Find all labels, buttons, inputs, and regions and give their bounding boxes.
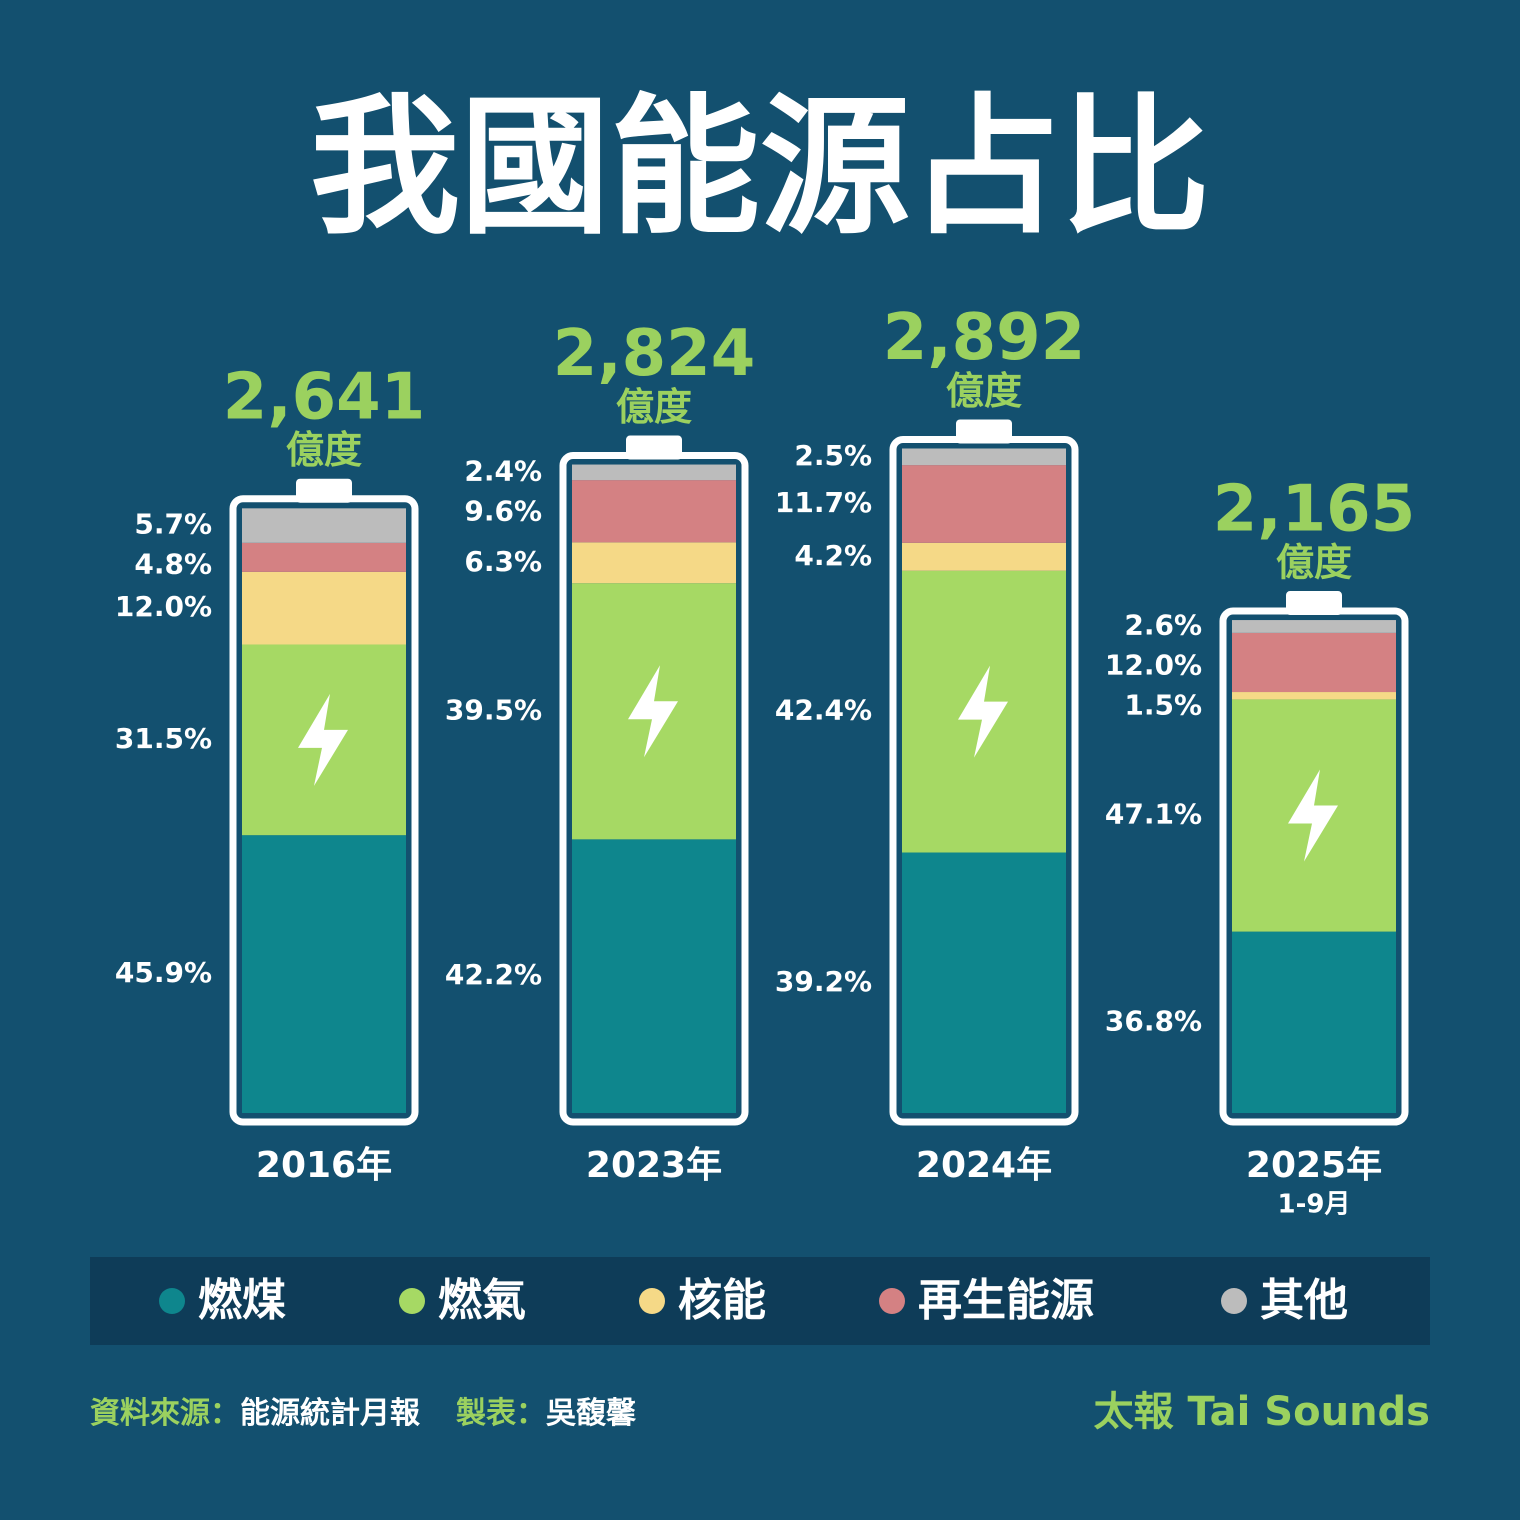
value-label: 36.8%: [1105, 1004, 1202, 1037]
total-label: 2,824: [553, 317, 755, 391]
source-label: 資料來源：能源統計月報 製表：吳馥馨: [90, 1396, 637, 1431]
legend-label: 燃氣: [438, 1275, 526, 1326]
battery-segment: [572, 480, 736, 543]
legend-swatch: [879, 1288, 905, 1314]
value-label: 2.4%: [464, 454, 542, 487]
battery-segment: [902, 542, 1066, 571]
battery-segment: [242, 508, 406, 543]
legend-label: 核能: [678, 1275, 766, 1326]
value-label: 11.7%: [775, 486, 872, 519]
battery-cap: [1286, 591, 1342, 616]
value-label: 42.2%: [445, 958, 542, 991]
total-label: 2,165: [1213, 473, 1415, 547]
chart-title: 我國能源占比: [310, 81, 1210, 255]
battery-segment: [902, 465, 1066, 543]
battery-cap: [626, 435, 682, 460]
battery-segment: [572, 542, 736, 584]
battery-cap: [956, 419, 1012, 444]
legend-label: 其他: [1260, 1275, 1348, 1326]
value-label: 39.5%: [445, 693, 542, 726]
value-label: 9.6%: [464, 494, 542, 527]
battery-segment: [572, 839, 736, 1113]
category-label: 2023年: [586, 1145, 722, 1186]
legend-swatch: [639, 1288, 665, 1314]
battery-segment: [242, 835, 406, 1113]
value-label: 2.6%: [1124, 608, 1202, 641]
battery-segment: [1232, 632, 1396, 693]
value-label: 45.9%: [115, 956, 212, 989]
category-label: 2016年: [256, 1145, 392, 1186]
category-label: 2024年: [916, 1145, 1052, 1186]
battery-segment: [902, 448, 1066, 466]
brand: 太報 Tai Sounds: [1094, 1389, 1430, 1435]
battery-segment: [902, 852, 1066, 1113]
battery-segment: [242, 542, 406, 572]
value-label: 4.8%: [134, 548, 212, 581]
value-label: 1.5%: [1124, 688, 1202, 721]
value-label: 31.5%: [115, 722, 212, 755]
battery-segment: [1232, 692, 1396, 700]
value-label: 2.5%: [794, 439, 872, 472]
bolt-icon: [958, 665, 1008, 758]
source-label: 資料來源：: [90, 1396, 240, 1431]
battery-segment: [1232, 931, 1396, 1113]
legend-swatch: [159, 1288, 185, 1314]
bolt-icon: [628, 665, 678, 758]
battery-cap: [296, 478, 352, 503]
legend-label: 燃煤: [198, 1275, 286, 1326]
value-label: 4.2%: [794, 539, 872, 572]
bolt-icon: [1288, 769, 1338, 862]
value-label: 5.7%: [134, 508, 212, 541]
battery-segment: [572, 464, 736, 481]
category-note: 1-9月: [1278, 1190, 1351, 1220]
legend-band: [90, 1257, 1430, 1345]
source: 能源統計月報: [240, 1396, 421, 1431]
value-label: 12.0%: [1105, 648, 1202, 681]
legend-swatch: [1221, 1288, 1247, 1314]
author-label: 製表：: [456, 1396, 546, 1431]
bolt-icon: [298, 693, 348, 786]
total-unit: 億度: [286, 428, 362, 472]
legend-swatch: [399, 1288, 425, 1314]
value-label: 39.2%: [775, 965, 872, 998]
value-label: 47.1%: [1105, 798, 1202, 831]
battery-segment: [1232, 620, 1396, 633]
total-label: 2,892: [883, 301, 1085, 375]
total-label: 2,641: [223, 360, 425, 434]
total-unit: 億度: [1276, 541, 1352, 585]
value-label: 6.3%: [464, 545, 542, 578]
total-unit: 億度: [946, 369, 1022, 413]
value-label: 12.0%: [115, 590, 212, 623]
battery-segment: [242, 571, 406, 645]
category-label: 2025年: [1246, 1145, 1382, 1186]
author: 吳馥馨: [546, 1396, 637, 1431]
total-unit: 億度: [616, 385, 692, 429]
legend-label: 再生能源: [918, 1275, 1094, 1326]
value-label: 42.4%: [775, 694, 872, 727]
